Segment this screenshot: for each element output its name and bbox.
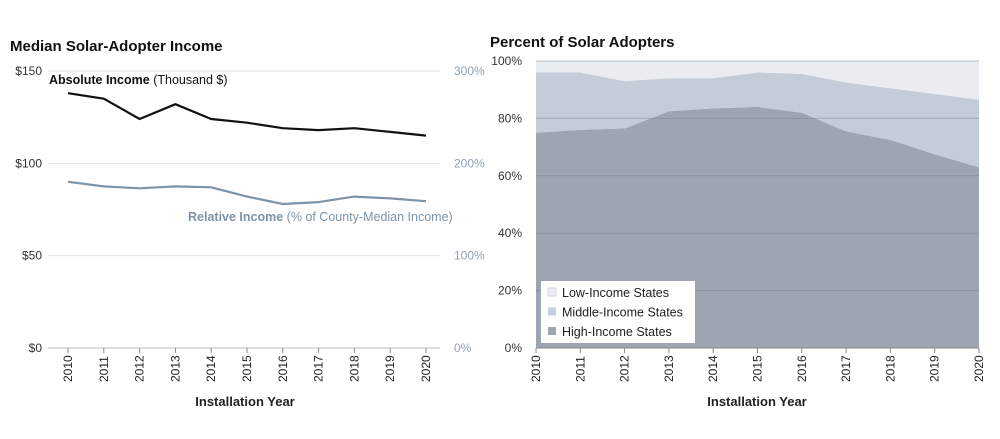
y-tick-label: 0% xyxy=(505,341,523,355)
legend-label: High-Income States xyxy=(562,325,672,339)
legend: Low-Income States Middle-Income States Hig… xyxy=(541,281,695,343)
x-tick-label: 2016 xyxy=(795,355,809,382)
y-tick-right-label: 0% xyxy=(454,341,472,355)
x-tick-label: 2010 xyxy=(61,355,75,382)
x-tick-label: 2014 xyxy=(706,355,720,382)
chart-title-percent: Percent of Solar Adopters xyxy=(490,34,675,51)
y-tick-label: 40% xyxy=(498,226,522,240)
x-tick-label: 2019 xyxy=(928,355,942,382)
x-tick-label: 2012 xyxy=(133,355,147,382)
x-tick-label: 2011 xyxy=(573,356,587,382)
x-tick-label: 2016 xyxy=(276,355,290,382)
y-tick-left-label: $100 xyxy=(15,156,42,170)
x-tick-label: 2017 xyxy=(839,355,853,382)
x-tick-label: 2015 xyxy=(240,355,254,382)
legend-swatch xyxy=(548,307,556,316)
legend-swatch xyxy=(547,287,557,297)
x-tick-label: 2020 xyxy=(419,355,433,382)
x-axis-label: Installation Year xyxy=(195,394,294,409)
x-tick-label: 2017 xyxy=(312,355,326,382)
legend-label: Low-Income States xyxy=(562,286,669,300)
area-middle-income xyxy=(536,72,979,168)
y-tick-left-label: $50 xyxy=(22,249,42,263)
y-tick-label: 20% xyxy=(498,284,522,298)
y-tick-label: 100% xyxy=(491,54,522,68)
y-tick-right-label: 300% xyxy=(454,64,485,78)
legend-label: Middle-Income States xyxy=(562,306,683,320)
series-line-relative-income xyxy=(67,180,427,206)
series-label-absolute-income: Absolute Income (Thousand $) xyxy=(49,73,228,87)
y-tick-left-label: $0 xyxy=(29,341,43,355)
x-tick-label: 2020 xyxy=(972,355,986,382)
x-tick-label: 2018 xyxy=(347,355,361,382)
y-tick-label: 80% xyxy=(498,111,522,125)
x-tick-label: 2013 xyxy=(662,355,676,382)
y-tick-right-label: 200% xyxy=(454,156,485,170)
x-tick-label: 2012 xyxy=(618,355,632,382)
y-tick-right-label: 100% xyxy=(454,249,485,263)
y-tick-left-label: $150 xyxy=(15,64,42,78)
series-label-relative-income: Relative Income (% of County-Median Inco… xyxy=(188,210,453,224)
area-low-income xyxy=(536,61,979,100)
legend-background xyxy=(541,281,695,343)
series-line-absolute-income xyxy=(67,92,427,137)
chart-title-income: Median Solar-Adopter Income xyxy=(10,38,223,55)
x-tick-label: 2019 xyxy=(383,355,397,382)
x-tick-label: 2014 xyxy=(204,355,218,382)
x-tick-label: 2010 xyxy=(529,355,543,382)
x-tick-label: 2011 xyxy=(97,356,111,382)
y-tick-label: 60% xyxy=(498,169,522,183)
x-tick-label: 2015 xyxy=(751,355,765,382)
x-tick-label: 2018 xyxy=(883,355,897,382)
x-tick-label: 2013 xyxy=(168,355,182,382)
legend-swatch xyxy=(548,327,556,335)
x-axis-label: Installation Year xyxy=(707,394,806,409)
